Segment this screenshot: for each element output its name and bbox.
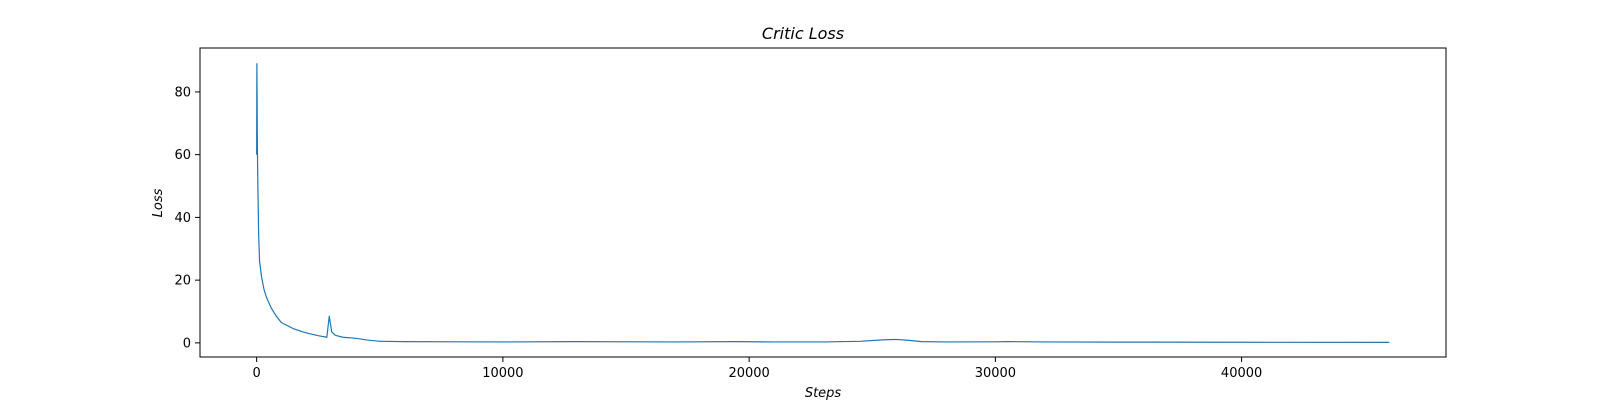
y-axis-title: Loss — [151, 188, 166, 217]
y-tick-label: 80 — [174, 85, 191, 100]
x-axis-title: Steps — [805, 386, 842, 400]
x-tick-label: 30000 — [975, 366, 1016, 381]
x-tick-label: 20000 — [728, 366, 769, 381]
x-tick-label: 40000 — [1221, 366, 1262, 381]
y-tick-label: 60 — [174, 148, 191, 163]
x-axis: 0 10000 20000 30000 40000 — [252, 357, 1262, 381]
y-tick-label: 40 — [174, 211, 191, 226]
series-layer — [256, 63, 1390, 344]
y-axis: 0 20 40 60 80 — [174, 85, 200, 351]
plot-frame — [199, 47, 1447, 358]
x-tick-label: 0 — [252, 366, 260, 381]
series-line-0 — [256, 63, 1390, 344]
y-tick-label: 0 — [183, 336, 191, 351]
x-tick-label: 10000 — [482, 366, 523, 381]
y-tick-label: 20 — [174, 274, 191, 289]
chart-title: Critic Loss — [762, 24, 844, 43]
